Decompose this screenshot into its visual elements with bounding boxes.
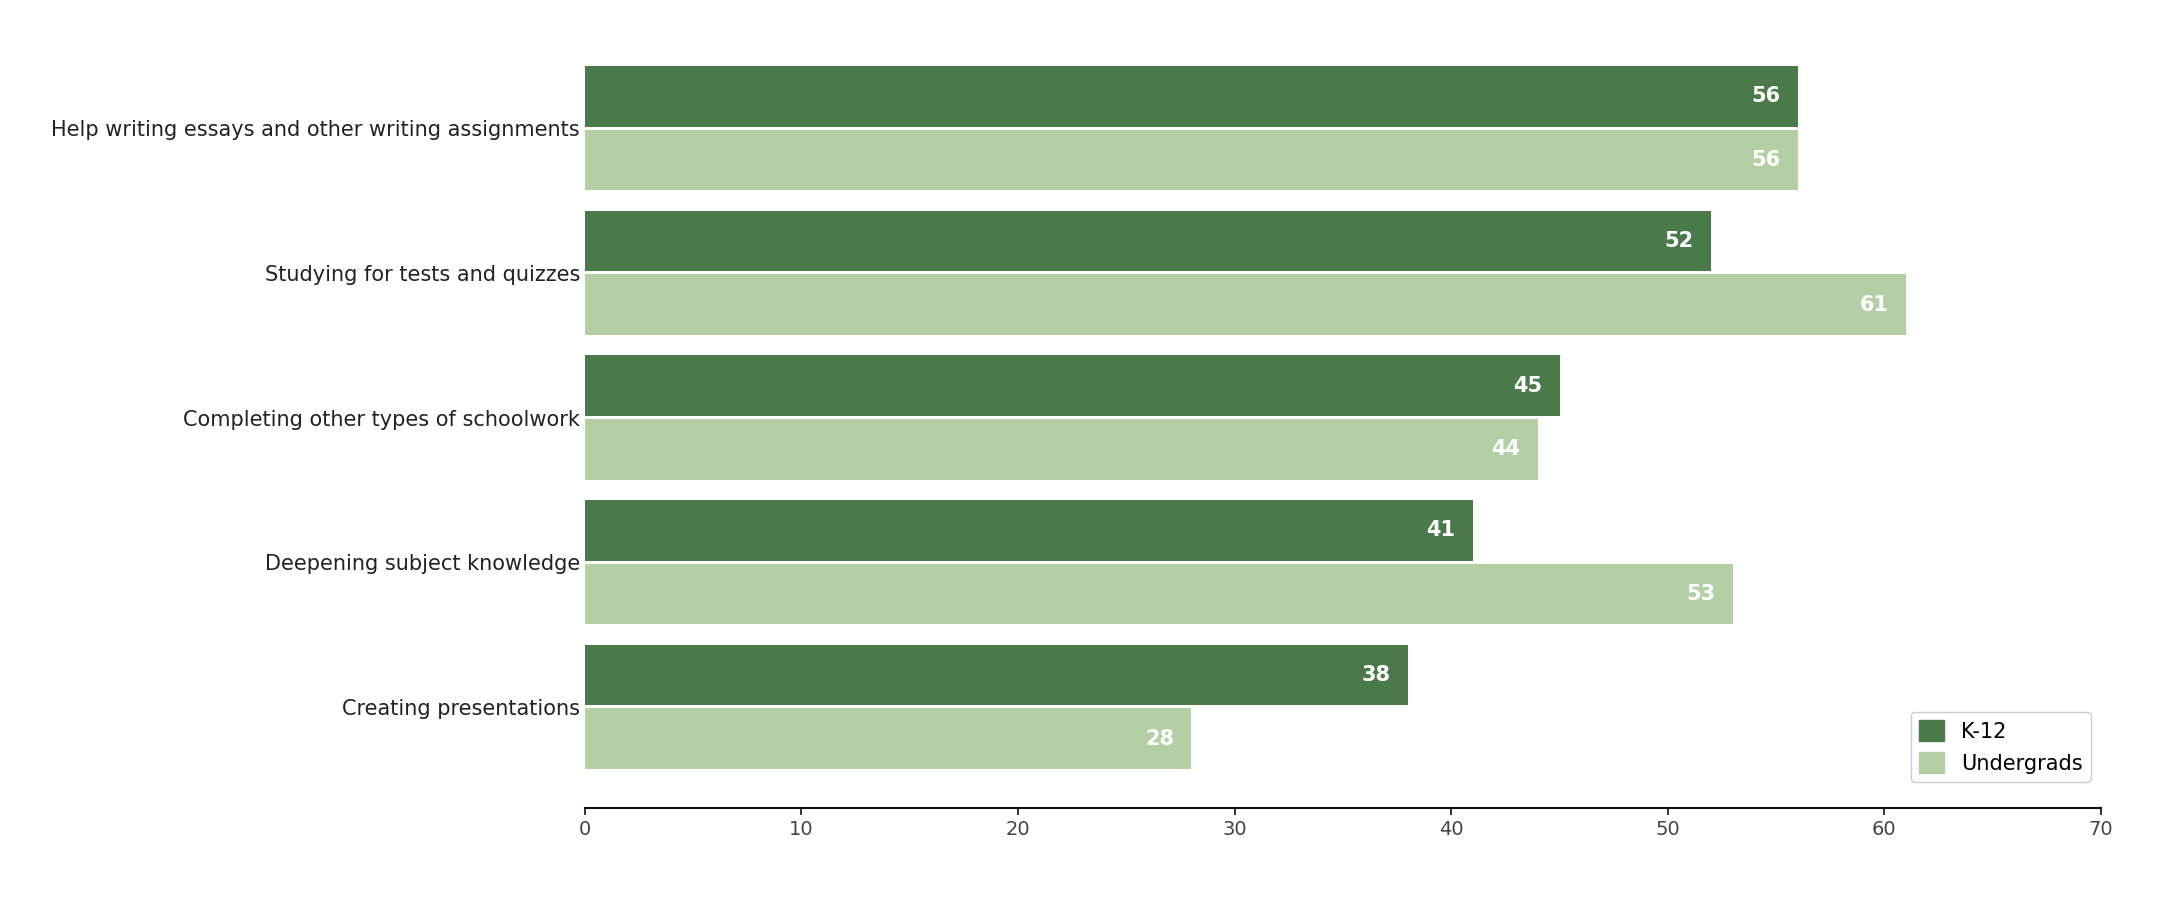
Bar	[585, 564, 1733, 624]
Text: 45: 45	[1514, 375, 1542, 396]
Bar	[585, 500, 1473, 560]
Legend: K-12, Undergrads: K-12, Undergrads	[1910, 711, 2090, 782]
Bar	[585, 275, 1906, 335]
Text: 53: 53	[1687, 584, 1715, 604]
Bar	[585, 129, 1798, 190]
Bar	[585, 709, 1191, 769]
Text: 52: 52	[1666, 231, 1694, 251]
Text: 41: 41	[1427, 521, 1456, 541]
Text: 28: 28	[1146, 729, 1174, 749]
Bar	[585, 419, 1538, 480]
Text: 61: 61	[1861, 295, 1889, 314]
Text: 44: 44	[1492, 439, 1521, 460]
Bar	[585, 356, 1560, 416]
Bar	[585, 645, 1408, 706]
Bar	[585, 66, 1798, 127]
Text: 56: 56	[1752, 150, 1780, 170]
Bar	[585, 211, 1711, 271]
Text: 56: 56	[1752, 86, 1780, 106]
Text: 38: 38	[1362, 665, 1391, 685]
